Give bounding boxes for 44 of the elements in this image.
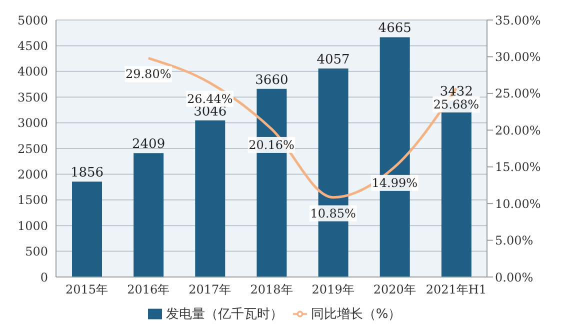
y-tick-label: 2500: [17, 142, 48, 156]
y2-tick-label: 20.00%: [495, 123, 541, 138]
y2-tick-label: 0.00%: [495, 270, 534, 284]
legend-label: 发电量（亿千瓦时）: [166, 307, 283, 322]
y-tick-label: 1500: [17, 193, 48, 208]
data-label: 3660: [255, 72, 288, 88]
legend-label: 同比增长（%）: [310, 307, 402, 322]
x-tick-label: 2021年H1: [426, 282, 487, 297]
data-label: 29.80%: [125, 67, 172, 82]
y2-tick-label: 35.00%: [495, 13, 541, 28]
x-tick-label: 2016年: [127, 282, 170, 297]
x-tick-label: 2015年: [66, 282, 108, 297]
data-label: 14.99%: [372, 176, 418, 190]
x-tick-label: 2018年: [250, 282, 293, 297]
y-tick-label: 0: [40, 270, 48, 284]
bar: [72, 182, 102, 277]
data-label: 2409: [132, 137, 166, 152]
y2-tick-label: 25.00%: [495, 86, 541, 101]
data-label: 3046: [194, 104, 227, 120]
y2-tick-label: 30.00%: [495, 50, 541, 64]
data-label: 20.16%: [248, 138, 294, 152]
y-tick-label: 4500: [17, 38, 48, 53]
data-label: 4665: [378, 21, 412, 36]
y2-tick-label: 5.00%: [495, 234, 534, 248]
y2-tick-label: 10.00%: [495, 196, 541, 211]
y-tick-label: 2000: [17, 167, 48, 182]
data-label: 3432: [440, 84, 473, 100]
y-tick-label: 5000: [17, 13, 48, 28]
x-tick-label: 2017年: [188, 282, 232, 297]
y-tick-label: 3000: [17, 116, 48, 130]
bar: [195, 120, 226, 277]
y-tick-label: 4000: [17, 64, 48, 79]
data-label: 4057: [316, 52, 350, 68]
data-label: 26.44%: [187, 92, 233, 106]
y2-tick-label: 15.00%: [495, 160, 541, 174]
x-tick-label: 2020年: [373, 282, 416, 297]
y-tick-label: 500: [25, 244, 48, 259]
data-label: 25.68%: [433, 97, 480, 112]
data-label: 10.85%: [310, 206, 356, 220]
y-tick-label: 3500: [17, 90, 48, 104]
bar: [134, 153, 164, 277]
y-tick-label: 1000: [17, 218, 48, 233]
x-tick-label: 2019年: [312, 282, 354, 297]
data-label: 1856: [70, 166, 104, 181]
